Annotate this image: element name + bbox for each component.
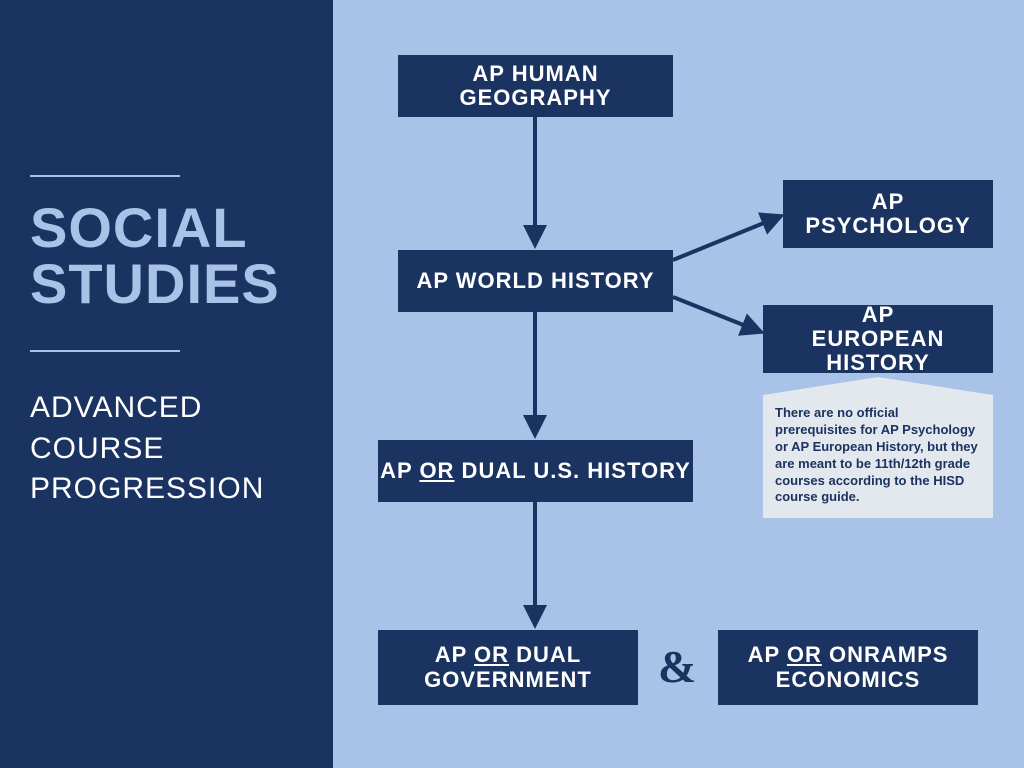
node-label: AP OR ONRAMPS ECONOMICS [748, 643, 949, 691]
title-line1: SOCIAL [30, 196, 248, 259]
ampersand: & [658, 640, 696, 693]
node-label: AP EUROPEAN HISTORY [763, 303, 993, 376]
node-label: AP OR DUAL GOVERNMENT [424, 643, 592, 691]
node-label: AP PSYCHOLOGY [805, 190, 970, 238]
node-label: AP WORLD HISTORY [416, 269, 654, 293]
note-callout: There are no official prerequisites for … [763, 395, 993, 518]
node-label: AP HUMAN GEOGRAPHY [398, 62, 673, 110]
node-us-history: AP OR DUAL U.S. HISTORY [378, 440, 693, 502]
node-ap-world-history: AP WORLD HISTORY [398, 250, 673, 312]
title-line2: STUDIES [30, 252, 280, 315]
page-subtitle: ADVANCED COURSE PROGRESSION [30, 388, 290, 510]
callout-text: There are no official prerequisites for … [763, 395, 993, 518]
node-government: AP OR DUAL GOVERNMENT [378, 630, 638, 705]
page-title: SOCIAL STUDIES [30, 200, 280, 312]
node-label: AP OR DUAL U.S. HISTORY [380, 459, 691, 483]
sidebar-panel: SOCIAL STUDIES ADVANCED COURSE PROGRESSI… [0, 0, 333, 768]
flowchart-panel: AP HUMAN GEOGRAPHY AP WORLD HISTORY AP O… [333, 0, 1024, 768]
node-ap-european-history: AP EUROPEAN HISTORY [763, 305, 993, 373]
divider-top [30, 175, 180, 177]
divider-mid [30, 350, 180, 352]
node-ap-psychology: AP PSYCHOLOGY [783, 180, 993, 248]
node-ap-human-geography: AP HUMAN GEOGRAPHY [398, 55, 673, 117]
node-economics: AP OR ONRAMPS ECONOMICS [718, 630, 978, 705]
callout-pointer-icon [763, 377, 993, 395]
